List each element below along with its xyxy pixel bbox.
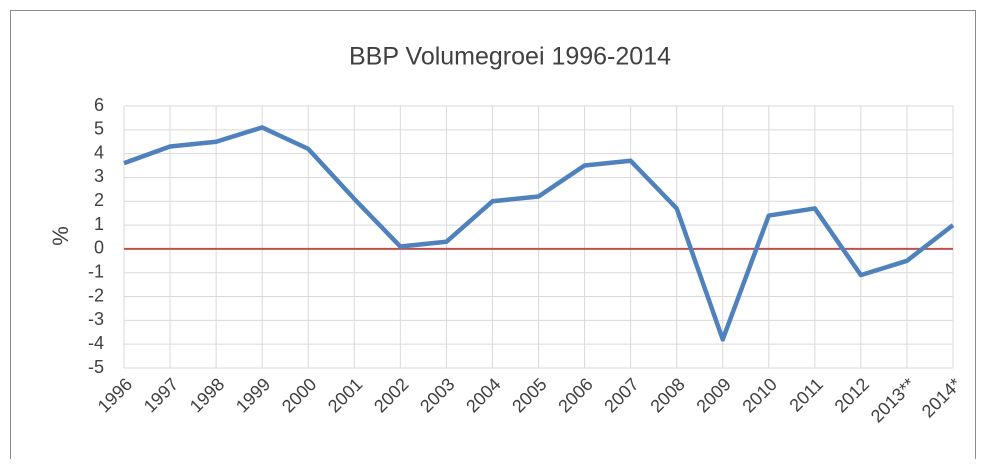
y-tick-label: -4 <box>88 333 104 353</box>
y-tick-label: -2 <box>88 285 104 305</box>
y-tick-label: -1 <box>88 261 104 281</box>
y-tick-label: 6 <box>94 95 104 115</box>
y-tick-label: -5 <box>88 357 104 377</box>
y-tick-label: -3 <box>88 309 104 329</box>
y-tick-label: 3 <box>94 166 104 186</box>
y-tick-label: 5 <box>94 119 104 139</box>
y-tick-label: 0 <box>94 238 104 258</box>
line-series <box>123 125 955 342</box>
y-axis-label: % <box>48 226 73 246</box>
y-tick-label: 4 <box>94 142 104 162</box>
y-tick-label: 2 <box>94 190 104 210</box>
chart-title: BBP Volumegroei 1996-2014 <box>349 43 671 71</box>
y-tick-label: 1 <box>94 214 104 234</box>
